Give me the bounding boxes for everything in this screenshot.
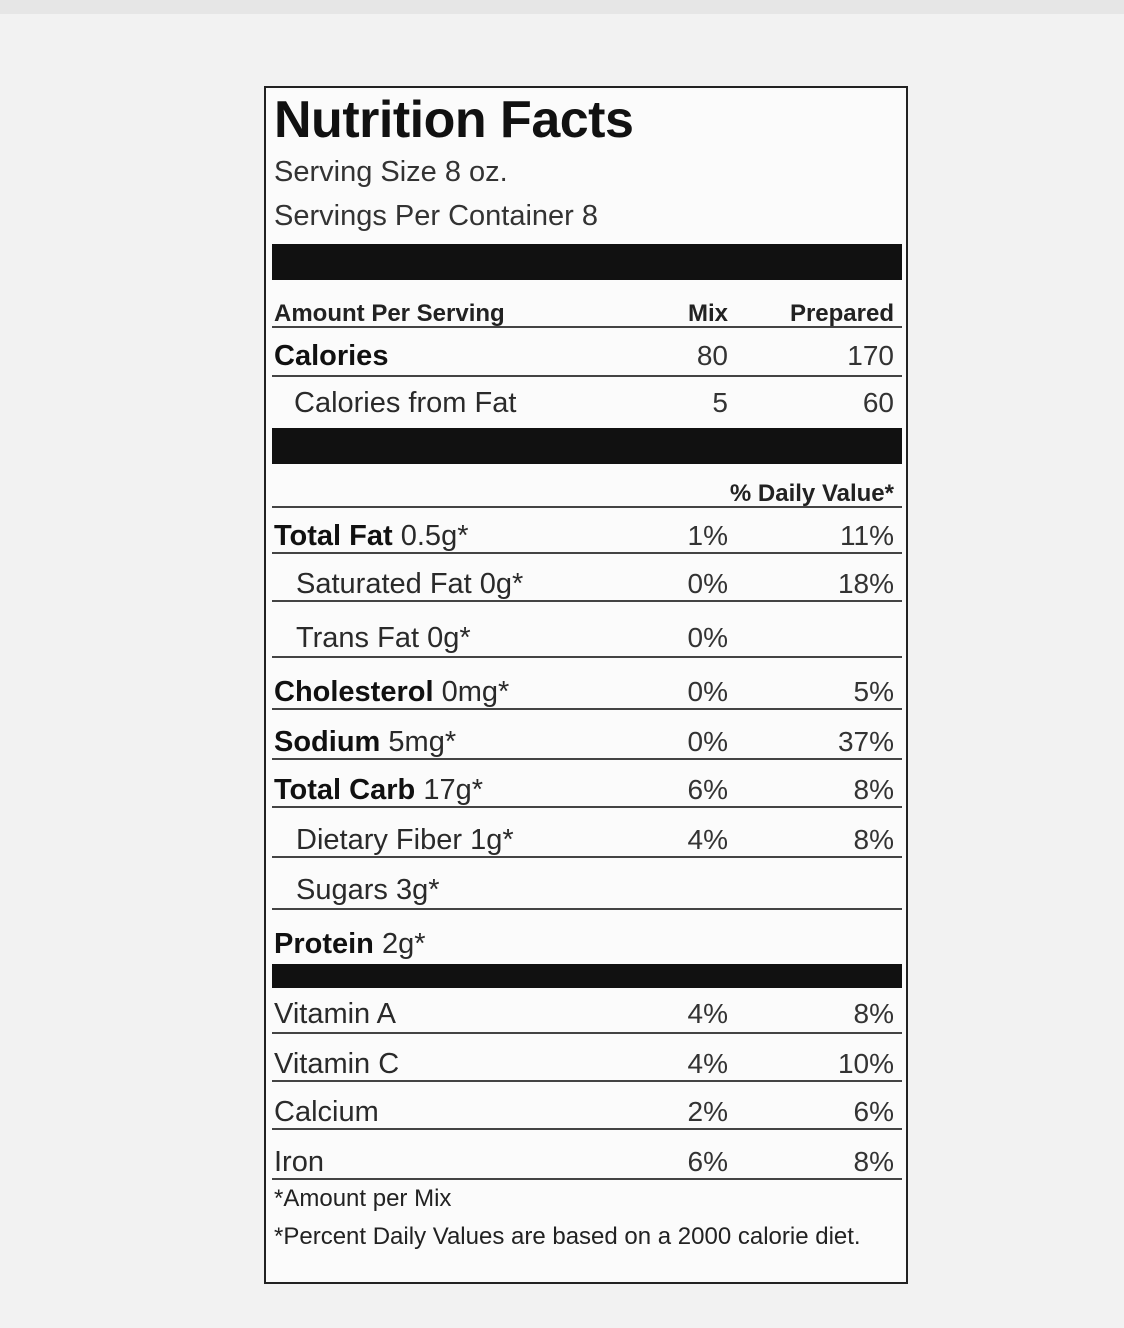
nutrient-row-label: Total Carb 17g* (274, 774, 483, 807)
thick-divider (272, 428, 902, 464)
nutrient-name: Total Fat (274, 520, 393, 552)
nutrient-row-label: Saturated Fat 0g* (296, 568, 523, 601)
nutrient-amount: 2g* (381, 928, 426, 960)
calories-label: Calories (274, 340, 389, 372)
nutrient-row-label: Total Fat 0.5g* (274, 520, 468, 553)
nutrient-row-label: Protein 2g* (274, 928, 426, 961)
nutrient-row-label: Cholesterol 0mg* (274, 676, 509, 709)
nutrient-prepared-dv: 18% (837, 568, 894, 599)
calories-from-fat-mix: 5 (712, 387, 728, 418)
nutrient-amount: 5mg* (388, 726, 457, 758)
nutrient-name: Dietary Fiber (296, 824, 462, 856)
divider (272, 908, 902, 910)
nutrient-amount: 1g* (470, 824, 514, 856)
prepared-column-header: Prepared (789, 300, 894, 327)
nutrient-name: Cholesterol (274, 676, 434, 708)
thick-divider (272, 244, 902, 280)
nutrient-amount: 0.5g* (400, 520, 469, 552)
nutrient-row-label: Sugars 3g* (296, 874, 440, 907)
divider (272, 758, 902, 760)
divider (272, 856, 902, 858)
nutrient-name: Total Carb (274, 774, 416, 806)
nutrient-name: Saturated Fat (296, 568, 472, 600)
divider (272, 1178, 902, 1180)
divider (272, 708, 902, 710)
vitamin-mix-dv: 6% (687, 1146, 728, 1177)
nutrient-row-label: Dietary Fiber 1g* (296, 824, 514, 857)
footnote-daily-values: *Percent Daily Values are based on a 200… (274, 1223, 861, 1250)
vitamin-name: Calcium (274, 1096, 379, 1128)
amount-per-serving-header: Amount Per Serving (274, 300, 505, 327)
footnote-amount-per-mix: *Amount per Mix (274, 1185, 452, 1212)
vitamin-name: Vitamin A (274, 998, 396, 1030)
nutrient-name: Protein (274, 928, 374, 960)
nutrient-mix-dv: 0% (687, 622, 728, 653)
nutrient-prepared-dv: 11% (840, 520, 894, 551)
mix-column-header: Mix (687, 300, 728, 327)
divider (272, 506, 902, 508)
nutrient-prepared-dv: 8% (853, 774, 894, 805)
vitamin-prepared-dv: 10% (837, 1048, 894, 1079)
vitamin-mix-dv: 4% (687, 1048, 728, 1079)
vitamin-prepared-dv: 6% (853, 1096, 894, 1127)
nutrient-amount: 0mg* (441, 676, 510, 708)
nutrient-mix-dv: 0% (687, 568, 728, 599)
divider (272, 1080, 902, 1082)
nutrient-name: Trans Fat (296, 622, 420, 654)
nutrient-amount: 0g* (479, 568, 524, 600)
nutrient-amount: 3g* (395, 874, 440, 906)
nutrient-mix-dv: 0% (687, 676, 728, 707)
divider (272, 806, 902, 808)
vitamin-prepared-dv: 8% (853, 1146, 894, 1177)
nutrient-mix-dv: 4% (687, 824, 728, 855)
calories-from-fat-prepared: 60 (862, 387, 894, 418)
nutrient-amount: 0g* (427, 622, 471, 654)
nutrient-mix-dv: 1% (687, 520, 728, 551)
nutrient-prepared-dv: 37% (837, 726, 894, 757)
vitamin-mix-dv: 2% (687, 1096, 728, 1127)
nutrient-name: Sodium (274, 726, 381, 758)
divider (272, 326, 902, 328)
label-title: Nutrition Facts (274, 91, 634, 149)
calories-from-fat-label: Calories from Fat (294, 387, 517, 419)
nutrient-mix-dv: 6% (687, 774, 728, 805)
divider (272, 1032, 902, 1034)
servings-per-container: Servings Per Container 8 (274, 200, 598, 232)
divider (272, 656, 902, 658)
nutrient-mix-dv: 0% (687, 726, 728, 757)
vitamin-name: Iron (274, 1146, 324, 1178)
calories-row: Calories (274, 340, 388, 373)
divider (272, 552, 902, 554)
vitamin-name: Vitamin C (274, 1048, 400, 1080)
divider (272, 1128, 902, 1130)
nutrient-prepared-dv: 5% (853, 676, 894, 707)
nutrient-prepared-dv: 8% (853, 824, 894, 855)
vitamin-mix-dv: 4% (687, 998, 728, 1029)
thick-divider (272, 964, 902, 988)
calories-mix: 80 (696, 340, 728, 371)
nutrient-name: Sugars (296, 874, 388, 906)
divider (272, 375, 902, 377)
vitamin-prepared-dv: 8% (853, 998, 894, 1029)
daily-value-header: % Daily Value* (729, 480, 894, 507)
serving-size: Serving Size 8 oz. (274, 156, 508, 188)
nutrient-amount: 17g* (423, 774, 483, 806)
calories-prepared: 170 (847, 340, 894, 371)
nutrition-facts-label: Nutrition Facts Serving Size 8 oz. Servi… (264, 86, 908, 1284)
divider (272, 600, 902, 602)
nutrient-row-label: Sodium 5mg* (274, 726, 456, 759)
nutrient-row-label: Trans Fat 0g* (296, 622, 471, 655)
top-strip (0, 0, 1124, 14)
